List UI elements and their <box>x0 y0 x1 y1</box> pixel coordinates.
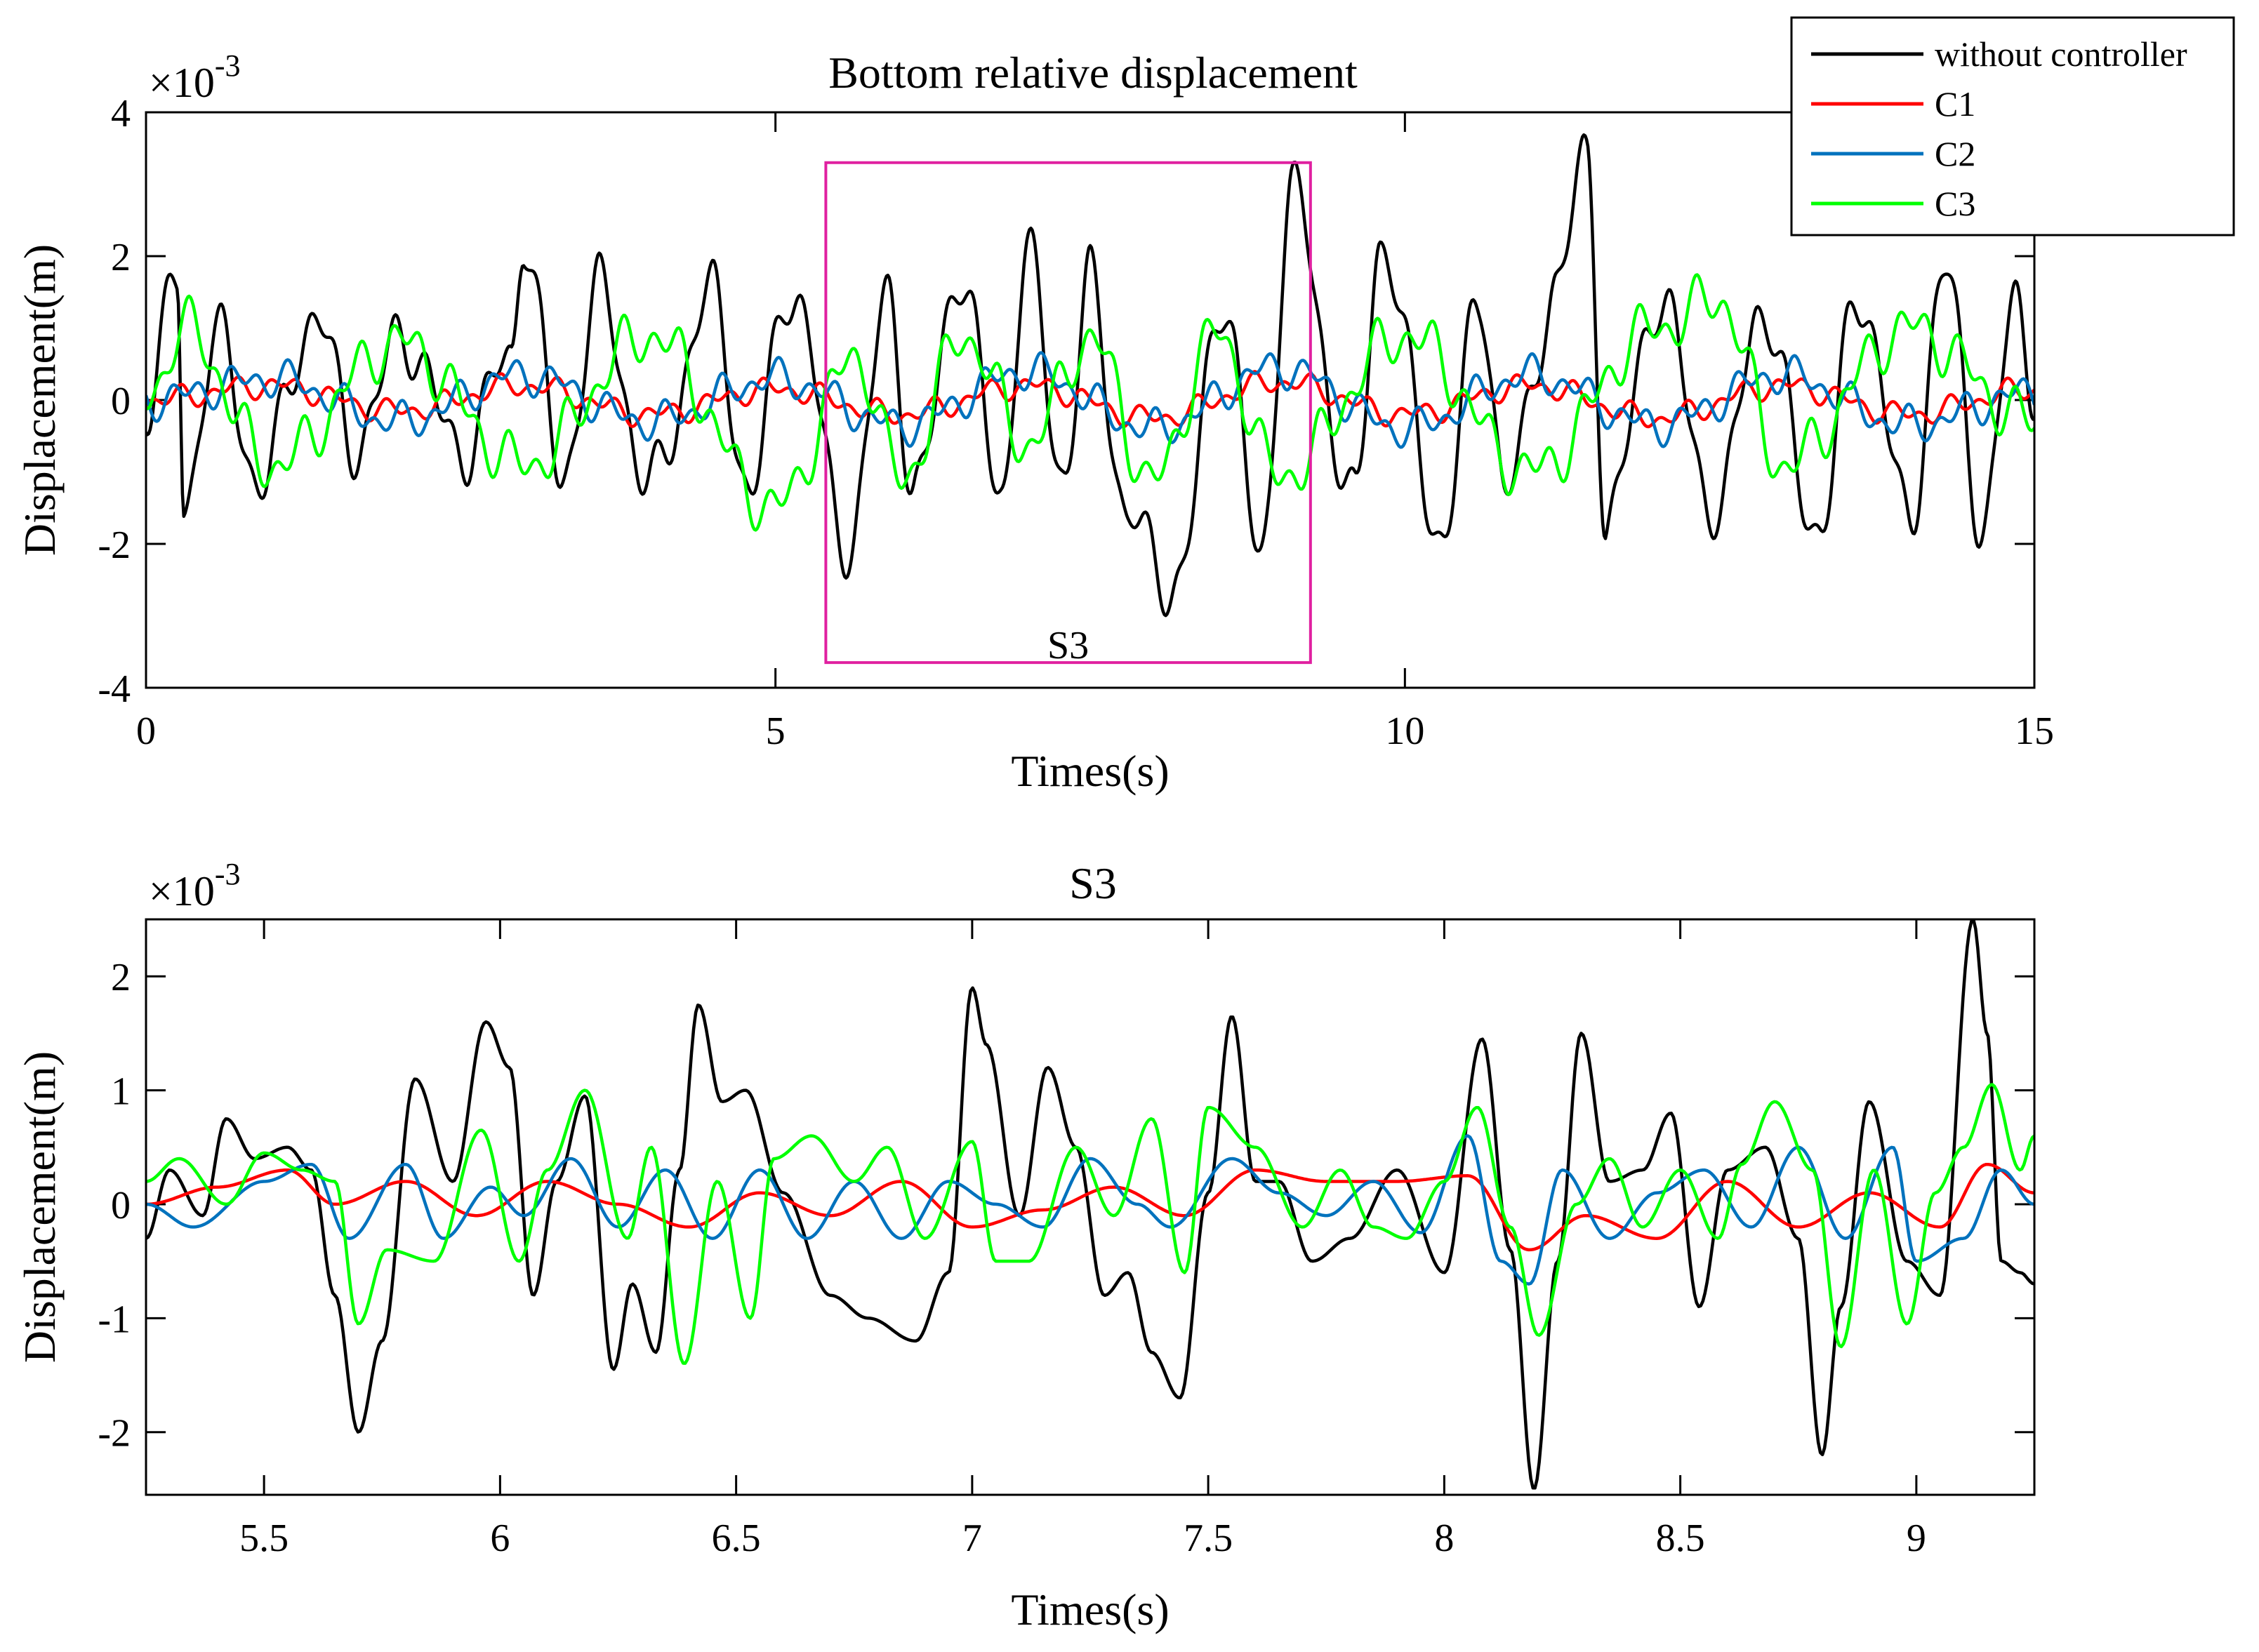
zoom-region-box <box>824 161 1312 665</box>
y-tick-label: 4 <box>111 92 131 135</box>
series-line-c2 <box>146 1134 2034 1286</box>
bottom-y-axis-label: Displacement(m) <box>15 1051 65 1363</box>
x-tick-label: 6 <box>490 1517 510 1560</box>
y-tick-label: -1 <box>98 1298 131 1341</box>
legend-label-without-controller: without controller <box>1935 34 2187 74</box>
top-y-axis-label: Displacement(m) <box>15 244 65 556</box>
series-line-without-controller <box>146 919 2034 1490</box>
y-tick-label: -4 <box>98 667 131 711</box>
series-line-c1 <box>146 1162 2034 1252</box>
top-y-exponent-power: -3 <box>215 48 241 83</box>
y-tick-label: -2 <box>98 524 131 567</box>
top-y-exponent: ×10-3 <box>149 48 241 106</box>
bottom-x-ticks: 5.5 6 6.5 7 7.5 8 8.5 9 <box>239 919 1926 1560</box>
y-tick-label: 0 <box>111 380 131 423</box>
top-chart-title: Bottom relative displacement <box>828 48 1358 98</box>
top-zoom-group: S3 <box>824 161 1312 667</box>
x-tick-label: 6.5 <box>712 1517 761 1560</box>
bottom-series-group <box>146 919 2034 1490</box>
bottom-chart: S3 ×10-3 -2 -1 0 1 2 5.5 6 6.5 7 7.5 8 8.5 9 Displa… <box>15 857 2036 1634</box>
legend: without controller C1 C2 C3 <box>1790 16 2235 237</box>
series-line-c3 <box>146 1083 2034 1365</box>
x-tick-label: 8.5 <box>1656 1517 1705 1560</box>
top-y-exponent-base: ×10 <box>149 60 215 106</box>
x-tick-label: 15 <box>2015 710 2054 753</box>
y-tick-label: 0 <box>111 1184 131 1227</box>
top-series-group <box>146 133 2034 618</box>
x-tick-label: 7 <box>962 1517 982 1560</box>
x-tick-label: 10 <box>1385 710 1424 753</box>
top-axes-box <box>145 111 2036 689</box>
bottom-chart-title: S3 <box>1069 858 1117 908</box>
series-line-c3 <box>146 273 2034 532</box>
top-x-axis-label: Times(s) <box>1011 746 1169 796</box>
y-tick-label: 2 <box>111 236 131 279</box>
series-line-c2 <box>146 351 2034 449</box>
y-tick-label: 1 <box>111 1070 131 1114</box>
bottom-y-exponent-base: ×10 <box>149 868 215 914</box>
bottom-y-exponent: ×10-3 <box>149 857 241 914</box>
bottom-x-axis-label: Times(s) <box>1011 1585 1169 1634</box>
y-tick-label: 2 <box>111 956 131 999</box>
x-tick-label: 0 <box>136 710 156 753</box>
bottom-y-exponent-power: -3 <box>215 857 241 891</box>
x-tick-label: 7.5 <box>1184 1517 1233 1560</box>
top-y-ticks: -4 -2 0 2 4 <box>98 92 2034 711</box>
legend-label-c2: C2 <box>1935 134 1975 173</box>
x-tick-label: 5 <box>766 710 786 753</box>
x-tick-label: 9 <box>1907 1517 1926 1560</box>
y-tick-label: -2 <box>98 1412 131 1456</box>
top-chart: Bottom relative displacement ×10-3 -4 -2 0… <box>15 16 2235 796</box>
x-tick-label: 5.5 <box>239 1517 289 1560</box>
zoom-region-label: S3 <box>1047 624 1089 667</box>
legend-label-c3: C3 <box>1935 184 1975 223</box>
x-tick-label: 8 <box>1434 1517 1454 1560</box>
bottom-y-ticks: -2 -1 0 1 2 <box>98 956 2034 1456</box>
bottom-axes-box <box>145 918 2036 1496</box>
legend-label-c1: C1 <box>1935 84 1975 124</box>
series-line-without-controller <box>146 133 2034 618</box>
